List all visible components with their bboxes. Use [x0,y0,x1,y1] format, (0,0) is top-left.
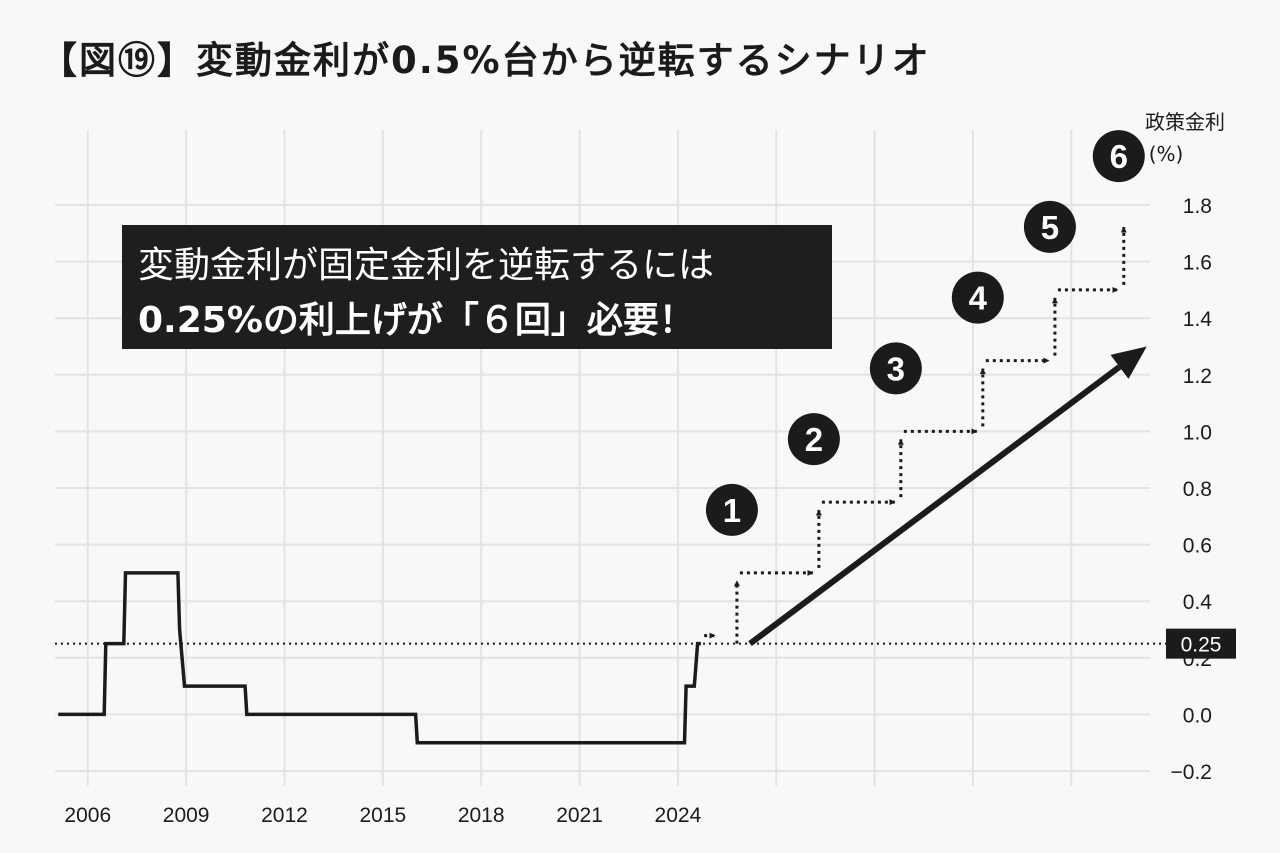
y-tick-label: 1.8 [1183,195,1212,218]
figure-title: 【図⑲】変動金利が0.5%台から逆転するシナリオ [40,39,931,82]
x-tick-label: 2009 [163,804,210,827]
y-tick-label: 1.6 [1183,252,1212,275]
y-tick-label: 1.2 [1183,365,1212,388]
y-tick-label: 1.0 [1183,421,1212,444]
step-badge [705,483,758,536]
step-badge [951,271,1004,324]
step-badge-label: 2 [805,421,823,458]
callout-line-2: 0.25%の利上げが「６回」必要！ [138,300,695,341]
step-badge [1023,200,1076,253]
reference-line-badge [1166,628,1236,659]
y-tick-label: 0.4 [1183,591,1213,614]
y-axis: 政策金利 (%) −0.2 0.0 0.2 0.4 0.6 0.8 1.0 1.2 1.4 1.6… [1145,110,1225,784]
y-tick-label: −0.2 [1171,761,1212,784]
trend-arrow-shaft [748,364,1122,647]
callout-box: 変動金利が固定金利を逆転するには 0.25%の利上げが「６回」必要！ [122,225,832,349]
x-axis: 2006 2009 2012 2015 2018 2021 2024 [64,804,701,827]
y-tick-label: 0.2 [1183,648,1212,671]
reference-line-group: 0.25 [55,628,1236,659]
step-badge [787,413,840,466]
y-tick-label: 0.6 [1183,535,1212,558]
x-tick-label: 2018 [458,804,505,827]
series-line [58,571,701,745]
y-axis-label: 政策金利 [1145,110,1225,134]
step-arrows-group: 1 2 3 4 5 6 [704,130,1147,647]
x-tick-label: 2024 [655,804,702,827]
y-tick-label: 0.8 [1183,478,1212,501]
y-axis-unit: (%) [1149,142,1184,166]
x-tick-label: 2012 [261,804,308,827]
step-badge-label: 4 [969,280,988,317]
step-badge-label: 1 [723,492,741,529]
x-tick-label: 2021 [556,804,603,827]
callout-background [122,225,832,349]
y-tick-label: 0.0 [1183,704,1212,727]
x-tick-label: 2006 [64,804,111,827]
step-badge-label: 3 [887,350,905,387]
callout-line-1: 変動金利が固定金利を逆転するには [138,245,714,286]
step-badge [1092,130,1145,183]
step-badge-label: 6 [1110,138,1128,175]
x-tick-label: 2015 [359,804,406,827]
series-group [58,571,701,745]
step-badge [869,342,922,395]
step-badge-label: 5 [1041,209,1059,246]
reference-line-label: 0.25 [1181,634,1222,657]
y-tick-label: 1.4 [1183,308,1213,331]
trend-arrow-head [1110,346,1147,379]
